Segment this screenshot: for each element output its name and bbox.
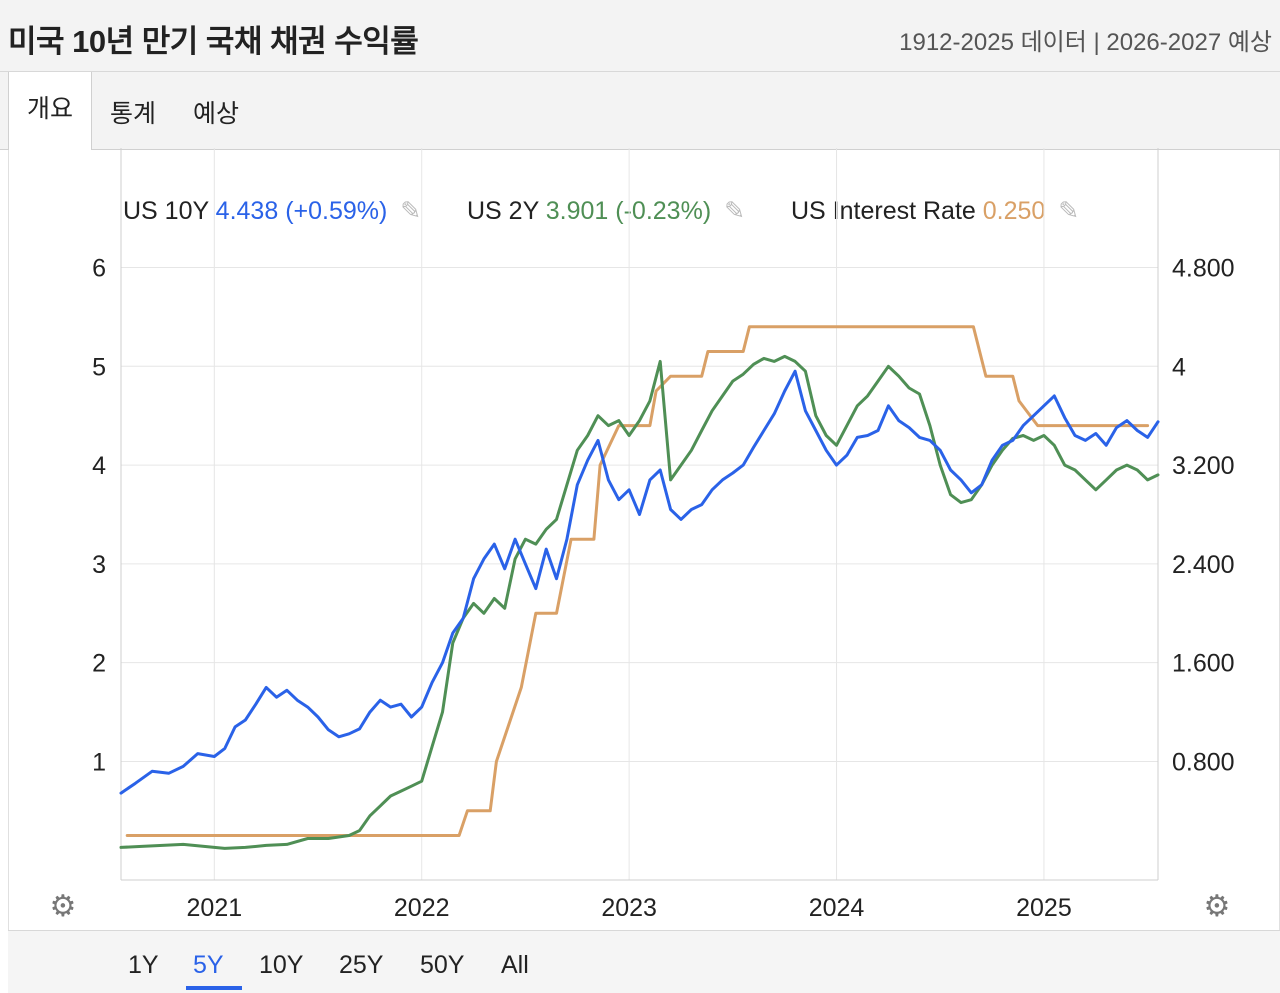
data-range-subtitle: 1912-2025 데이터 | 2026-2027 예상: [899, 29, 1272, 56]
range-5y[interactable]: 5Y: [193, 951, 224, 979]
tab-forecast[interactable]: 예상: [193, 100, 240, 128]
tab-statistics[interactable]: 통계: [110, 100, 157, 128]
pencil-icon[interactable]: ✎: [1058, 197, 1080, 225]
range-10y[interactable]: 10Y: [259, 951, 304, 979]
y-left-tick-label: 2: [92, 650, 106, 678]
y-left-tick-label: 1: [92, 748, 106, 776]
legend-us2y[interactable]: US 2Y 3.901 (-0.23%) ✎: [467, 196, 745, 226]
x-tick-label: 2024: [809, 894, 865, 922]
chart-panel: US 10Y 4.438 (+0.59%) ✎ US 2Y 3.901 (-0.…: [8, 150, 1280, 930]
chart-series: [119, 325, 1160, 850]
y-left-tick-label: 3: [92, 551, 106, 579]
chart-grid: [121, 148, 1158, 880]
x-tick-label: 2021: [187, 894, 243, 922]
gear-icon[interactable]: ⚙: [1204, 890, 1231, 923]
y-right-tick-label: 3.200: [1172, 452, 1235, 480]
pencil-icon[interactable]: ✎: [400, 197, 422, 225]
legend-interest-rate-value: 0.250: [982, 197, 1046, 225]
y-right-tick-label: 4.800: [1172, 255, 1235, 283]
y-right-tick-label: 1.600: [1172, 650, 1235, 678]
page-header: 미국 10년 만기 국채 채권 수익률 1912-2025 데이터 | 2026…: [0, 0, 1280, 72]
legend-us10y-value: 4.438: [215, 197, 279, 225]
legend-interest-rate[interactable]: US Interest Rate 0.250 ✎: [791, 196, 1079, 226]
series-line-us-2y: [119, 354, 1160, 850]
y-right-tick-label: 2.400: [1172, 551, 1235, 579]
range-all[interactable]: All: [501, 951, 529, 979]
x-tick-label: 2025: [1016, 894, 1072, 922]
settings-icon-right[interactable]: ⚙: [1204, 890, 1231, 923]
series-line-us-interest-rate: [125, 325, 1150, 837]
range-selector: 1Y 5Y 10Y 25Y 50Y All: [8, 930, 1280, 993]
legend-us2y-name: US 2Y: [467, 197, 539, 225]
range-25y[interactable]: 25Y: [339, 951, 384, 979]
gear-icon[interactable]: ⚙: [50, 890, 77, 923]
legend-us10y[interactable]: US 10Y 4.438 (+0.59%) ✎: [123, 196, 421, 226]
active-range-underline: [186, 986, 242, 990]
pencil-icon[interactable]: ✎: [724, 197, 746, 225]
legend-interest-rate-name: US Interest Rate: [791, 197, 976, 225]
x-tick-label: 2023: [601, 894, 657, 922]
legend-us10y-name: US 10Y: [123, 197, 209, 225]
settings-icon-left[interactable]: ⚙: [50, 890, 77, 923]
y-left-tick-label: 4: [92, 452, 106, 480]
y-left-tick-label: 5: [92, 353, 106, 381]
legend-us2y-value: 3.901: [545, 197, 609, 225]
legend-us2y-change: (-0.23%): [615, 197, 712, 225]
chart-axes: 6 4.800 5 4 4 3.200 3 2.400 2 1.600 1 0.800 2021 2022…: [92, 148, 1235, 922]
series-line-us-10y: [119, 369, 1160, 795]
y-right-tick-label: 4: [1172, 353, 1186, 381]
y-left-tick-label: 6: [92, 255, 106, 283]
tab-bar: 개요 통계 예상: [0, 72, 1280, 150]
y-right-tick-label: 0.800: [1172, 748, 1235, 776]
page-title: 미국 10년 만기 국채 채권 수익률: [8, 24, 419, 59]
range-1y[interactable]: 1Y: [128, 951, 159, 979]
legend-us10y-change: (+0.59%): [285, 197, 388, 225]
x-tick-label: 2022: [394, 894, 450, 922]
tab-overview[interactable]: 개요: [8, 72, 93, 150]
range-50y[interactable]: 50Y: [420, 951, 465, 979]
